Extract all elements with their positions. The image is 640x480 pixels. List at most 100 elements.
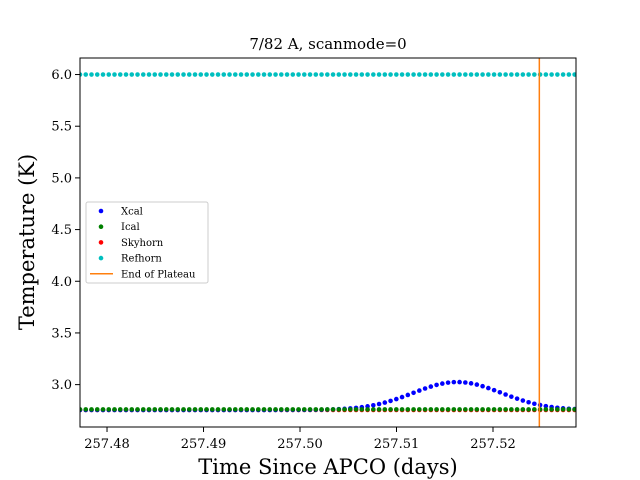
y-tick-label: 5.0	[51, 171, 72, 186]
data-point	[422, 386, 428, 391]
data-point	[267, 72, 273, 77]
data-point	[417, 388, 422, 393]
data-point	[388, 407, 393, 412]
data-point	[474, 407, 480, 412]
y-tick-label: 6.0	[51, 68, 72, 83]
data-point	[468, 407, 474, 412]
data-point	[250, 72, 255, 77]
data-point	[359, 407, 365, 412]
legend-marker	[98, 208, 104, 214]
data-point	[215, 72, 221, 77]
data-point	[186, 407, 192, 412]
data-point	[80, 72, 83, 77]
data-point	[348, 72, 353, 77]
y-axis-ticks: 3.0 3.5 4.0 4.5 5.0 5.5 6.0	[51, 68, 80, 393]
data-point	[273, 72, 278, 77]
legend-box	[85, 201, 209, 284]
data-point	[319, 72, 324, 77]
data-point	[135, 72, 140, 77]
data-point	[457, 72, 462, 77]
data-point	[307, 72, 313, 77]
data-point	[474, 72, 480, 77]
legend-label: Refhorn	[121, 254, 162, 265]
data-point	[244, 72, 250, 77]
data-point	[296, 72, 301, 77]
data-point	[198, 72, 204, 77]
data-point	[302, 72, 307, 77]
data-point	[209, 72, 215, 77]
data-point	[152, 72, 158, 77]
data-point	[353, 72, 359, 77]
data-point	[112, 72, 117, 77]
data-point	[555, 407, 560, 412]
data-point	[169, 407, 175, 412]
data-point	[348, 407, 353, 412]
data-point	[486, 407, 491, 412]
data-point	[503, 72, 508, 77]
data-point	[537, 402, 543, 408]
data-point	[509, 72, 514, 77]
data-point	[135, 407, 140, 412]
data-point	[278, 407, 284, 412]
data-point	[83, 72, 89, 77]
data-point	[129, 72, 135, 77]
data-point	[255, 72, 261, 77]
data-point	[342, 407, 347, 412]
y-tick-label: 4.5	[51, 223, 72, 238]
data-point	[457, 379, 462, 385]
data-point	[89, 407, 94, 412]
data-point	[117, 407, 123, 412]
data-point	[434, 382, 439, 388]
data-point	[325, 72, 330, 77]
data-point	[244, 407, 250, 412]
data-point	[181, 407, 186, 412]
data-point	[336, 407, 342, 412]
data-point	[296, 407, 301, 412]
data-point	[532, 72, 537, 77]
data-point	[388, 72, 393, 77]
data-point	[376, 401, 382, 407]
data-point	[290, 72, 296, 77]
y-tick-label: 4.0	[51, 275, 72, 290]
legend: Xcal Ical Skyhorn Refhorn End of Plateau	[85, 201, 209, 284]
data-point	[543, 72, 549, 77]
data-point	[566, 72, 572, 77]
data-point	[394, 72, 399, 77]
data-point	[158, 407, 163, 412]
data-point	[428, 72, 434, 77]
data-point	[526, 407, 531, 412]
data-point	[302, 407, 307, 412]
legend-label: Xcal	[121, 207, 143, 218]
data-point	[261, 72, 267, 77]
data-point	[463, 380, 468, 385]
data-point	[560, 72, 566, 77]
data-point	[405, 72, 411, 77]
y-tick-label: 5.5	[51, 120, 72, 135]
data-point	[123, 72, 129, 77]
data-point	[146, 72, 152, 77]
data-point	[480, 383, 485, 389]
data-point	[307, 407, 313, 412]
data-point	[411, 407, 416, 412]
data-point	[371, 72, 376, 77]
data-point	[371, 407, 376, 412]
data-point	[509, 407, 514, 412]
data-point	[394, 407, 399, 412]
data-point	[491, 72, 497, 77]
y-tick-label: 3.5	[51, 326, 72, 341]
data-point	[221, 407, 227, 412]
data-point	[422, 407, 428, 412]
data-point	[319, 407, 324, 412]
data-point	[83, 407, 89, 412]
data-point	[422, 72, 428, 77]
data-point	[474, 382, 480, 387]
data-point	[555, 72, 560, 77]
data-point	[284, 407, 290, 412]
data-point	[451, 72, 457, 77]
data-point	[532, 407, 537, 412]
data-point	[417, 72, 422, 77]
y-axis-label: Temperature (K)	[15, 154, 39, 330]
data-point	[445, 407, 451, 412]
data-point	[250, 407, 255, 412]
